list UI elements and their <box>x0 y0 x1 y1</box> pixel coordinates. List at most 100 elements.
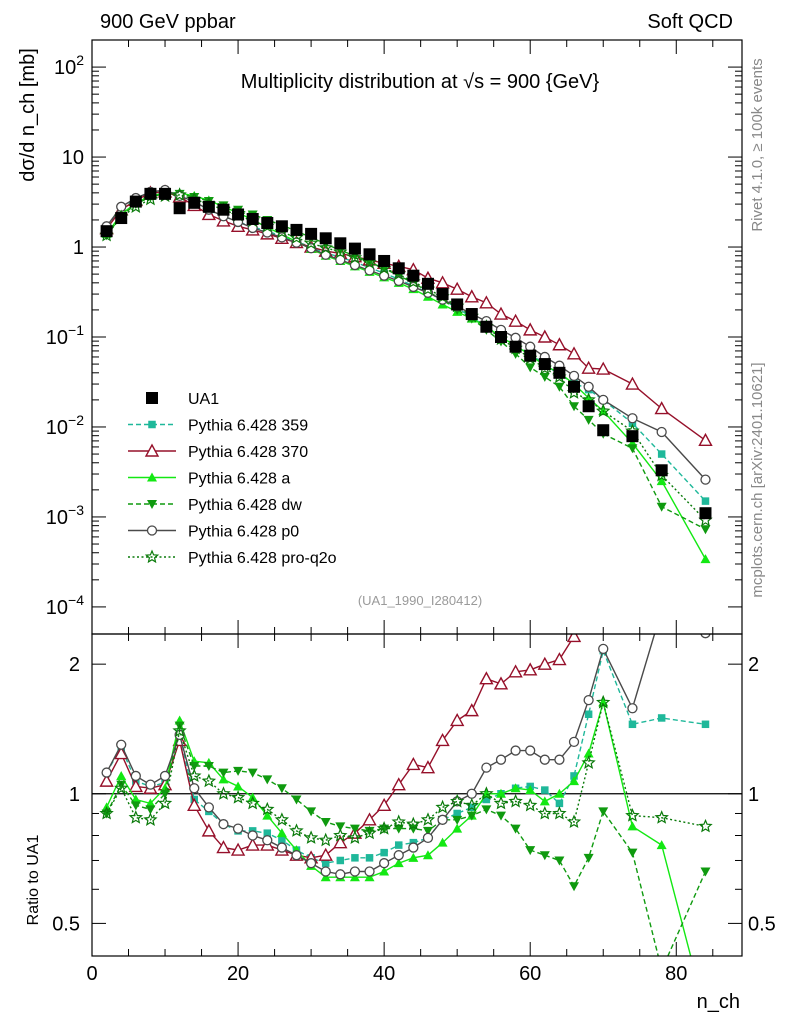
marker-star <box>157 795 173 810</box>
marker-data-square <box>159 187 172 200</box>
y-tick-base: 1 <box>73 237 84 259</box>
marker-star <box>144 549 160 564</box>
marker-open-circle <box>101 767 112 778</box>
marker-down-triangle <box>466 811 477 821</box>
marker-down-triangle <box>130 801 141 811</box>
marker-open-triangle <box>537 329 552 343</box>
marker-open-triangle <box>128 778 143 793</box>
marker-star <box>347 250 363 264</box>
marker-star <box>172 187 187 201</box>
marker-star <box>318 240 333 254</box>
marker-star <box>479 786 494 800</box>
marker-triangle <box>218 774 229 784</box>
marker-star <box>596 403 611 418</box>
legend-label: Pythia 6.428 359 <box>188 418 308 435</box>
marker-data-square <box>436 288 449 301</box>
marker-open-circle <box>539 754 550 765</box>
marker-down-triangle <box>598 807 609 817</box>
marker-data-square <box>378 254 391 267</box>
marker-open-circle <box>510 745 521 756</box>
y-tick-base: 10 <box>62 147 84 169</box>
marker-square <box>482 795 491 804</box>
marker-open-circle <box>568 370 580 381</box>
marker-triangle <box>525 785 536 795</box>
marker-open-triangle <box>216 840 231 854</box>
marker-open-triangle <box>479 671 494 685</box>
marker-square <box>657 450 666 458</box>
marker-data-square <box>407 269 420 282</box>
marker-open-triangle <box>114 746 129 760</box>
marker-data-square <box>451 298 464 311</box>
y-tick-base: 10 <box>46 507 68 529</box>
marker-down-triangle <box>656 502 667 512</box>
marker-star <box>128 810 143 824</box>
marker-open-circle <box>203 802 215 813</box>
marker-data-square <box>553 366 566 379</box>
marker-star <box>450 793 465 808</box>
marker-open-triangle <box>99 773 114 787</box>
marker-open-triangle <box>435 275 450 289</box>
marker-open-circle <box>408 842 419 853</box>
marker-open-triangle <box>566 634 582 643</box>
marker-open-circle <box>320 866 331 877</box>
marker-down-triangle <box>276 784 287 794</box>
marker-down-triangle <box>583 415 594 425</box>
marker-square <box>263 829 272 837</box>
marker-star <box>230 790 246 804</box>
marker-triangle <box>364 872 375 882</box>
y-tick-exponent: 2 <box>76 52 84 68</box>
marker-data-square <box>305 227 318 240</box>
marker-star <box>435 799 450 814</box>
marker-data-square <box>509 340 522 353</box>
y-tick-label: 10−4 <box>46 592 84 619</box>
marker-data-square <box>129 195 142 208</box>
marker-square <box>278 836 286 844</box>
marker-triangle <box>569 776 580 786</box>
y-tick-exponent: −2 <box>68 412 84 428</box>
marker-open-circle <box>218 819 229 830</box>
marker-data-square <box>699 507 712 520</box>
marker-star <box>289 823 304 837</box>
marker-star <box>186 768 202 783</box>
marker-data-square <box>494 331 507 343</box>
marker-open-circle <box>305 243 317 254</box>
legend-label: Pythia 6.428 370 <box>188 444 308 461</box>
marker-open-circle <box>247 830 258 841</box>
legend-entry-p359: Pythia 6.428 359 <box>128 418 308 435</box>
marker-square <box>394 841 403 849</box>
marker-open-circle <box>159 770 171 782</box>
marker-open-circle <box>232 823 244 834</box>
y-tick-base: 10 <box>46 327 68 349</box>
marker-open-circle <box>335 869 346 880</box>
marker-open-circle <box>495 754 507 765</box>
y-tick-base: 10 <box>46 597 68 619</box>
marker-triangle <box>656 840 667 850</box>
marker-star <box>552 805 567 820</box>
marker-open-triangle <box>625 376 640 390</box>
marker-data-square <box>582 400 595 413</box>
marker-open-triangle <box>537 656 552 670</box>
marker-down-triangle <box>262 775 273 785</box>
marker-open-circle <box>305 858 317 869</box>
marker-open-circle <box>583 381 594 392</box>
marker-open-circle <box>700 474 711 485</box>
marker-down-triangle <box>452 815 463 825</box>
ratio-y-tick-label-right: 1 <box>748 784 759 806</box>
legend-entry-p370: Pythia 6.428 370 <box>128 443 308 461</box>
marker-down-triangle <box>291 795 302 805</box>
marker-star <box>625 808 640 822</box>
marker-open-triangle <box>391 777 406 791</box>
marker-open-circle <box>189 783 200 794</box>
marker-data-square <box>319 232 332 245</box>
marker-open-circle <box>554 754 565 765</box>
marker-triangle <box>700 554 711 564</box>
marker-star <box>362 825 377 840</box>
marker-data-square <box>524 349 537 362</box>
marker-open-circle <box>145 779 156 790</box>
marker-down-triangle <box>233 766 244 776</box>
marker-open-triangle <box>581 360 596 374</box>
marker-data-square <box>538 358 551 371</box>
marker-down-triangle <box>495 811 506 821</box>
marker-data-square <box>655 464 668 477</box>
